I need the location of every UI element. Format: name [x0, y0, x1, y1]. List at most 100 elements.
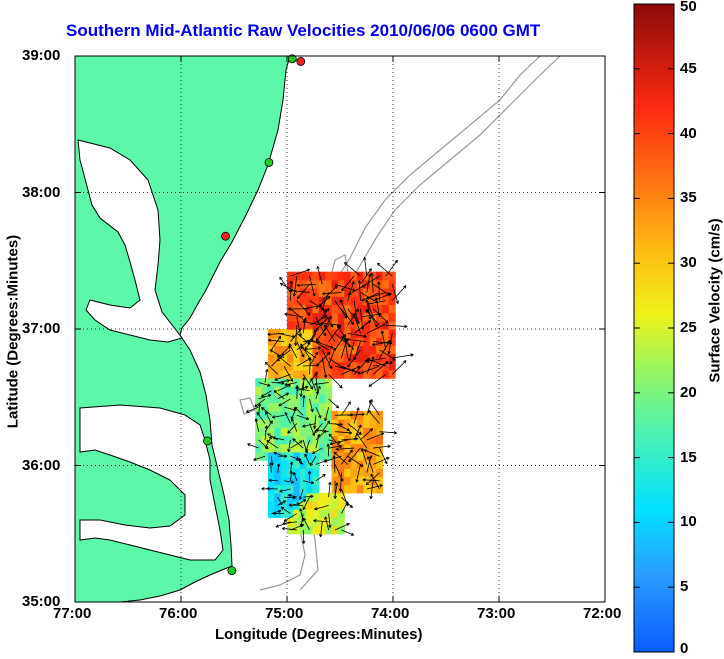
velocity-cell: [363, 337, 371, 346]
velocity-arrow-head: [323, 375, 327, 378]
velocity-arrow-head: [379, 484, 383, 486]
velocity-cell: [306, 410, 314, 420]
velocity-arrow: [299, 508, 304, 522]
velocity-cell: [312, 361, 320, 371]
velocity-cell: [376, 460, 383, 469]
velocity-cell: [382, 329, 390, 338]
velocity-arrow-head: [335, 447, 339, 450]
velocity-arrow-head: [385, 321, 389, 324]
land: [74, 55, 291, 603]
velocity-arrow: [314, 382, 329, 385]
velocity-cell: [363, 361, 371, 371]
velocity-arrow: [309, 351, 318, 367]
velocity-cell: [274, 419, 282, 428]
velocity-arrow: [373, 445, 391, 449]
x-axis-label: Longitude (Degrees:Minutes): [215, 626, 423, 643]
velocity-arrow-head: [362, 326, 365, 330]
velocity-cell: [274, 402, 282, 412]
velocity-arrow: [282, 527, 297, 531]
velocity-arrow: [334, 523, 350, 531]
velocity-arrow-head: [261, 393, 264, 397]
velocity-arrow-head: [269, 462, 271, 466]
velocity-arrow-head: [290, 280, 293, 284]
velocity-arrow-head: [369, 316, 372, 320]
velocity-arrow-head: [306, 450, 309, 454]
velocity-arrow-head: [338, 488, 341, 492]
velocity-arrow: [334, 333, 351, 348]
velocity-arrow-head: [323, 333, 326, 337]
velocity-arrow-head: [309, 387, 313, 390]
velocity-arrow: [309, 456, 317, 466]
velocity-arrow: [309, 275, 315, 296]
velocity-arrow-head: [308, 312, 311, 316]
velocity-arrow-head: [316, 339, 320, 342]
velocity-arrow: [328, 481, 331, 498]
velocity-cell: [306, 312, 314, 322]
velocity-arrow: [370, 480, 374, 499]
velocity-arrow-head: [274, 377, 278, 381]
velocity-arrow-head: [298, 333, 302, 337]
velocity-arrow: [344, 337, 349, 359]
velocity-arrow-head: [367, 410, 370, 414]
velocity-arrow: [347, 308, 359, 326]
velocity-arrow-head: [322, 291, 326, 295]
velocity-arrow-head: [313, 519, 317, 521]
velocity-arrow-head: [293, 471, 297, 475]
velocity-arrow: [279, 488, 291, 492]
velocity-arrow: [366, 323, 386, 334]
velocity-arrow-head: [341, 335, 345, 338]
velocity-arrow-head: [368, 455, 372, 459]
velocity-arrow: [365, 472, 380, 486]
velocity-cell: [280, 369, 288, 379]
velocity-arrow-head: [335, 482, 338, 486]
velocity-cell: [318, 361, 326, 371]
velocity-arrow: [277, 384, 291, 392]
velocity-arrow-head: [360, 370, 364, 374]
velocity-cell: [255, 402, 263, 412]
velocity-cell: [376, 296, 383, 306]
velocity-arrow: [282, 521, 297, 525]
velocity-cell: [299, 353, 307, 363]
velocity-arrow-head: [369, 400, 373, 403]
velocity-arrow-head: [374, 297, 377, 301]
velocity-cell: [267, 329, 275, 338]
velocity-arrow-head: [305, 449, 309, 452]
velocity-arrow-head: [274, 390, 278, 392]
velocity-cell: [312, 271, 320, 281]
velocity-arrow: [277, 379, 290, 383]
velocity-cell: [382, 361, 390, 371]
velocity-cell: [280, 460, 288, 469]
velocity-arrow-head: [261, 487, 265, 490]
velocity-arrow: [279, 276, 291, 293]
velocity-arrow-head: [291, 416, 294, 420]
velocity-arrow-head: [310, 482, 314, 485]
velocity-arrow-head: [380, 330, 383, 334]
velocity-arrow-head: [291, 471, 293, 475]
velocity-arrow-head: [307, 470, 310, 474]
velocity-arrow-head: [357, 366, 361, 370]
velocity-arrow-head: [328, 524, 331, 528]
velocity-cell: [293, 353, 301, 363]
velocity-cell: [280, 500, 288, 510]
velocity-cell: [306, 378, 314, 387]
velocity-arrow-head: [360, 448, 363, 452]
hf-radar-stations: [203, 54, 306, 576]
velocity-arrow: [327, 443, 330, 457]
velocity-arrow-head: [314, 431, 318, 434]
velocity-arrow-head: [343, 316, 347, 319]
velocity-arrow-head: [367, 273, 371, 277]
colorbar-tick-label: 20: [680, 383, 697, 401]
velocity-arrow: [339, 299, 349, 318]
velocity-cell: [318, 500, 326, 510]
velocity-cell: [299, 361, 307, 371]
velocity-arrow: [341, 366, 361, 375]
velocity-arrow-head: [318, 415, 322, 419]
velocity-arrow: [360, 428, 373, 441]
velocity-cell: [280, 386, 288, 396]
velocity-cell: [280, 468, 288, 478]
velocity-cell: [325, 402, 333, 412]
velocity-cell: [344, 427, 352, 437]
velocity-arrow-head: [348, 432, 352, 435]
velocity-arrow-head: [314, 382, 318, 385]
velocity-arrow-head: [267, 332, 271, 335]
